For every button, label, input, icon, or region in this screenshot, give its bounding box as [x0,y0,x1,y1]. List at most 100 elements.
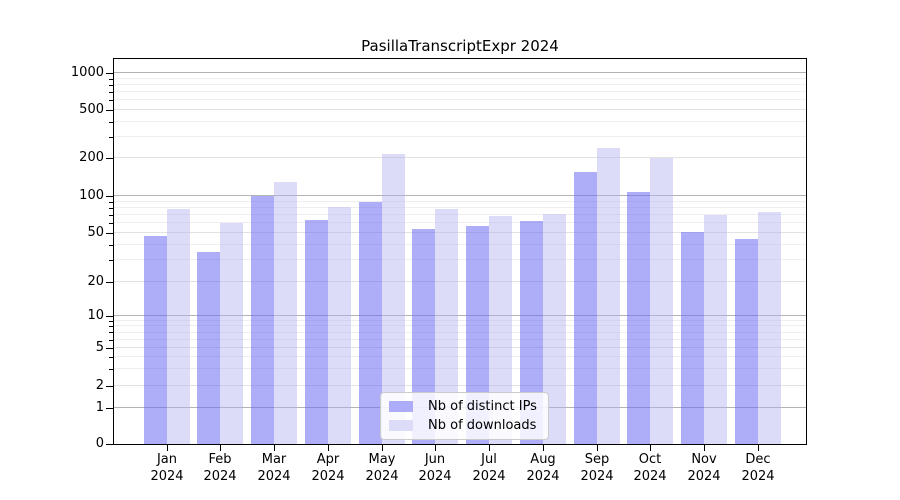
bar-nb-of-distinct-ips-feb-2024 [197,252,221,444]
y-tick-label: 0 [95,436,104,451]
x-tick-label: Dec 2024 [741,452,775,484]
x-axis-tick [704,445,705,451]
bar-nb-of-distinct-ips-sep-2024 [573,172,597,444]
gridline-minor [114,77,806,79]
x-axis-tick [328,445,329,451]
bar-nb-of-downloads-dec-2024 [758,212,781,444]
x-tick-label: Nov 2024 [687,452,721,484]
gridline-minor [114,356,806,358]
gridline-minor [114,206,806,208]
chart-title: PasillaTranscriptExpr 2024 [361,37,559,55]
y-axis-tick [106,444,113,445]
y-tick-label: 2 [95,378,104,393]
bar-nb-of-downloads-sep-2024 [596,148,620,444]
gridline-minor [114,83,806,85]
legend: Nb of distinct IPs Nb of downloads [380,392,549,440]
legend-swatch-downloads [389,420,413,431]
bar-nb-of-downloads-jul-2024 [489,216,513,444]
gridline [114,385,806,386]
y-axis-minor-tick [109,332,113,333]
gridline-minor [114,135,806,137]
bar-nb-of-distinct-ips-jun-2024 [412,229,436,444]
bar-nb-of-downloads-aug-2024 [542,214,566,444]
gridline [114,72,806,73]
y-axis-minor-tick [109,85,113,86]
x-tick-label: Oct 2024 [633,452,667,484]
bar-nb-of-downloads-oct-2024 [650,158,674,444]
x-axis-tick [435,445,436,451]
y-axis-minor-tick [109,245,113,246]
x-axis-tick [382,445,383,451]
x-axis-tick [167,445,168,451]
gridline-minor [114,319,806,321]
legend-swatch-distinct-ips [389,401,413,412]
y-axis-minor-tick [109,260,113,261]
y-tick-label: 1 [95,400,104,415]
bar-nb-of-distinct-ips-aug-2024 [519,221,543,444]
y-axis-tick [106,316,113,317]
bar-nb-of-downloads-nov-2024 [704,215,728,444]
plot-area [113,58,807,445]
bar-nb-of-distinct-ips-dec-2024 [735,239,758,444]
x-tick-label: Mar 2024 [257,452,291,484]
y-axis-minor-tick [109,100,113,101]
legend-label-distinct-ips: Nb of distinct IPs [428,399,537,414]
bar-nb-of-downloads-feb-2024 [220,223,244,444]
gridline-minor [114,99,806,101]
gridline-minor [114,331,806,333]
bar-nb-of-downloads-jun-2024 [435,209,459,444]
y-axis-tick [106,73,113,74]
x-tick-label: Jun 2024 [418,452,452,484]
y-axis-minor-tick [109,326,113,327]
x-tick-label: Feb 2024 [203,452,237,484]
y-tick-label: 100 [79,188,104,203]
gridline [114,315,806,316]
x-axis-tick [489,445,490,451]
y-tick-label: 500 [79,102,104,117]
legend-item-distinct-ips: Nb of distinct IPs [389,399,537,414]
y-axis-minor-tick [109,122,113,123]
legend-label-downloads: Nb of downloads [428,418,537,433]
bar-nb-of-distinct-ips-nov-2024 [681,232,705,444]
gridline [114,232,806,233]
bar-nb-of-downloads-apr-2024 [327,207,351,444]
x-tick-label: Jul 2024 [472,452,506,484]
gridline-minor [114,120,806,122]
y-tick-label: 200 [79,150,104,165]
y-axis-minor-tick [109,79,113,80]
gridline [114,195,806,196]
gridline [114,281,806,282]
gridline-minor [114,325,806,327]
legend-item-downloads: Nb of downloads [389,418,537,433]
y-axis-tick [106,282,113,283]
bar-nb-of-distinct-ips-jan-2024 [143,236,167,444]
x-axis-tick [597,445,598,451]
y-tick-label: 10 [87,308,104,323]
y-tick-label: 50 [87,225,104,240]
y-axis-minor-tick [109,208,113,209]
gridline-minor [114,214,806,215]
y-axis-minor-tick [109,202,113,203]
x-tick-label: Apr 2024 [311,452,345,484]
gridline [114,347,806,348]
y-tick-label: 20 [87,274,104,289]
y-axis-minor-tick [109,137,113,138]
bar-nb-of-downloads-jan-2024 [166,209,190,444]
gridline-minor [114,259,806,261]
y-tick-label: 1000 [70,65,104,80]
x-axis-tick [274,445,275,451]
y-axis-tick [106,408,113,409]
y-axis-minor-tick [109,321,113,322]
gridline-minor [114,222,806,224]
x-axis-tick [220,445,221,451]
x-axis-tick [543,445,544,451]
x-tick-label: May 2024 [365,452,399,484]
y-axis-minor-tick [109,369,113,370]
y-axis-minor-tick [109,215,113,216]
bar-nb-of-distinct-ips-jul-2024 [466,226,490,444]
gridline-minor [114,338,806,340]
bar-nb-of-distinct-ips-oct-2024 [627,192,651,444]
x-tick-label: Aug 2024 [526,452,560,484]
x-axis-tick [650,445,651,451]
